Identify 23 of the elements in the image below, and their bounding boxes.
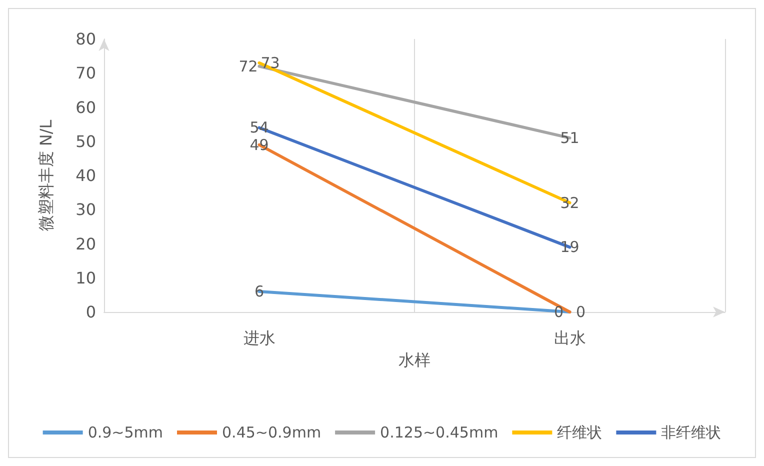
- data-label: 0: [576, 303, 586, 321]
- legend-label: 0.45~0.9mm: [222, 424, 322, 442]
- legend-label: 纤维状: [557, 424, 602, 442]
- x-axis-title: 水样: [398, 350, 430, 370]
- data-label: 51: [560, 128, 580, 147]
- y-tick-label: 40: [76, 166, 96, 185]
- y-tick-label: 80: [76, 30, 96, 48]
- y-tick-label: 0: [86, 302, 96, 322]
- y-tick-label: 50: [76, 132, 96, 151]
- data-label: 73: [260, 54, 280, 72]
- x-tick-label: 出水: [554, 328, 586, 348]
- y-axis-title: 微塑料丰度 N/L: [36, 120, 56, 232]
- legend-label: 0.125~0.45mm: [380, 424, 498, 442]
- y-tick-label: 10: [76, 268, 96, 288]
- data-label: 19: [560, 238, 580, 256]
- data-label: 72: [238, 57, 258, 76]
- x-tick-label: 进水: [243, 328, 276, 348]
- y-tick-label: 30: [76, 200, 96, 220]
- legend-label: 非纤维状: [661, 424, 722, 442]
- y-tick-label: 70: [76, 64, 96, 83]
- legend-label: 0.9~5mm: [88, 424, 164, 442]
- y-tick-label: 60: [76, 98, 96, 117]
- y-tick-label: 20: [76, 234, 96, 254]
